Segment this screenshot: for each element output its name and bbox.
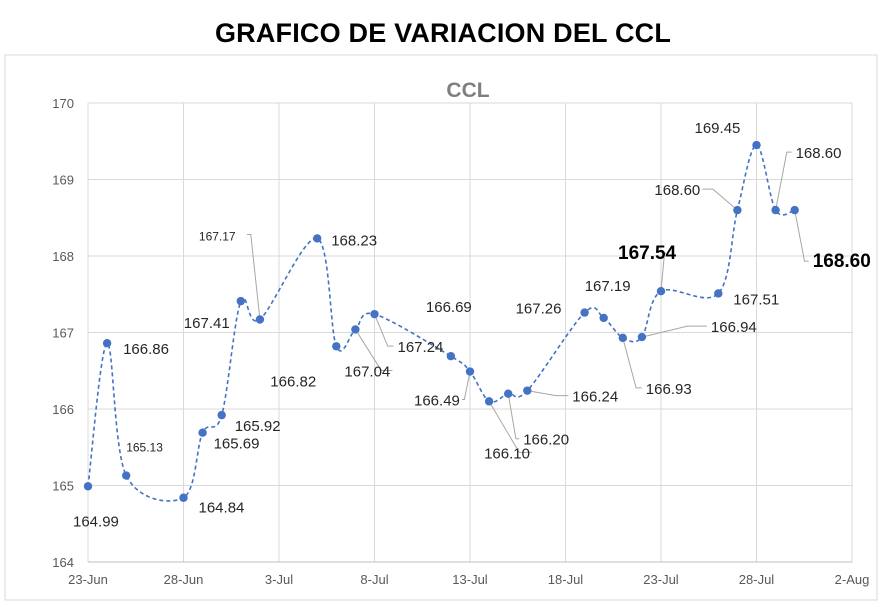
data-label: 167.19 (585, 278, 631, 295)
data-label: 166.86 (123, 341, 169, 358)
data-label: 166.24 (572, 389, 618, 406)
leader-line (527, 390, 569, 397)
data-label: 165.13 (126, 441, 163, 455)
data-point (656, 286, 666, 296)
x-tick-label: 28-Jul (739, 572, 775, 587)
data-point (198, 428, 207, 437)
data-label: 166.93 (646, 381, 692, 398)
data-point (217, 410, 226, 420)
data-point (771, 205, 780, 215)
data-point (236, 296, 245, 306)
line-layer (87, 144, 795, 502)
data-label: 165.92 (235, 418, 281, 435)
data-point (446, 352, 456, 361)
data-label: 167.17 (199, 229, 236, 243)
data-label: 169.45 (695, 120, 741, 137)
data-label: 167.54 (618, 243, 677, 264)
data-label: 165.69 (214, 436, 260, 453)
leader-line (660, 252, 666, 292)
data-label: 167.41 (184, 315, 230, 332)
point-layer (83, 140, 799, 502)
data-point (122, 471, 131, 480)
data-point (790, 205, 799, 215)
data-label: 167.51 (733, 291, 779, 308)
data-point (370, 309, 379, 319)
data-label: 166.49 (414, 393, 460, 410)
data-point (599, 313, 608, 323)
data-point (504, 389, 513, 398)
leader-line (374, 313, 394, 347)
y-tick-label: 167 (52, 326, 74, 341)
y-tick-label: 168 (52, 249, 74, 264)
data-point (179, 493, 188, 502)
data-label: 167.24 (398, 339, 444, 356)
x-tick-label: 18-Jul (548, 572, 584, 587)
data-label: 168.60 (813, 251, 871, 272)
data-point (83, 482, 93, 491)
data-label: 166.69 (426, 299, 472, 316)
leader-line (794, 210, 809, 262)
data-label: 164.84 (199, 500, 245, 517)
data-label: 167.04 (344, 363, 390, 380)
data-point (351, 325, 360, 334)
data-point (580, 308, 589, 317)
data-point (332, 342, 341, 351)
x-tick-label: 23-Jun (68, 572, 108, 587)
data-point (465, 367, 475, 376)
chart-title: CCL (446, 79, 489, 102)
leader-layer (246, 151, 809, 453)
data-point (313, 234, 322, 243)
y-tick-label: 164 (52, 555, 74, 570)
data-point (752, 140, 761, 150)
data-label: 167.26 (516, 301, 562, 318)
series-line (87, 144, 795, 502)
page-title: GRAFICO DE VARIACION DEL CCL (214, 18, 672, 48)
chart-area-border (4, 54, 878, 601)
leader-line (488, 401, 533, 453)
data-label: 168.60 (796, 145, 842, 162)
x-tick-label: 8-Jul (360, 572, 388, 587)
data-label: 164.99 (73, 513, 119, 530)
data-label: 166.94 (711, 319, 757, 336)
y-tick-label: 170 (52, 96, 74, 111)
y-tick-label: 166 (52, 402, 74, 417)
data-label: 166.82 (270, 373, 316, 390)
leader-line (641, 325, 707, 338)
data-point (714, 289, 723, 298)
data-point (484, 397, 494, 406)
data-label: 168.60 (654, 182, 700, 199)
x-tick-label: 2-Aug (835, 572, 870, 587)
leader-line (702, 188, 738, 211)
data-point (618, 333, 627, 343)
x-tick-label: 28-Jun (164, 572, 204, 587)
leader-line (622, 337, 642, 389)
data-label: 168.23 (331, 232, 377, 249)
data-point (637, 332, 647, 342)
y-tick-label: 165 (52, 479, 74, 494)
data-point (255, 315, 265, 324)
data-label: 166.20 (523, 432, 569, 449)
data-point (733, 205, 742, 215)
y-tick-label: 169 (52, 173, 74, 188)
data-point (523, 386, 532, 395)
leader-line (354, 329, 393, 371)
x-tick-label: 23-Jul (643, 572, 679, 587)
leader-line (775, 151, 792, 211)
data-point (102, 339, 112, 348)
leader-line (246, 233, 261, 320)
axis-layer: 164 165 166 167 168 169 170 23-Jun 28-Jun 3-Jul 8-… (52, 96, 869, 587)
x-tick-label: 3-Jul (265, 572, 293, 587)
data-label: 166.10 (484, 445, 530, 462)
x-tick-label: 13-Jul (452, 572, 488, 587)
leader-line (462, 371, 471, 401)
leader-line (507, 393, 520, 440)
grid-layer (87, 102, 853, 563)
